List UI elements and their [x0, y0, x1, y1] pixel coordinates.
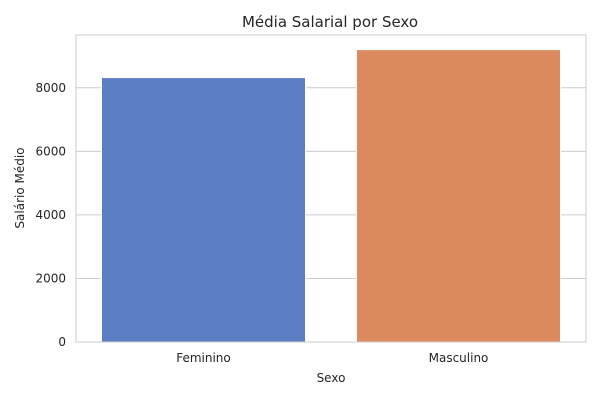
- y-tick-label: 6000: [35, 144, 66, 158]
- y-tick-label: 2000: [35, 271, 66, 285]
- y-tick-label: 8000: [35, 81, 66, 95]
- y-axis-ticks: 0 2000 4000 6000 8000: [35, 81, 66, 349]
- y-tick-label: 4000: [35, 208, 66, 222]
- x-tick-label: Feminino: [176, 351, 231, 365]
- bar-masculino: [356, 49, 561, 343]
- chart-title: Média Salarial por Sexo: [242, 13, 418, 31]
- y-axis-label: Salário Médio: [13, 147, 27, 228]
- bar-feminino: [101, 77, 306, 343]
- x-axis-label: Sexo: [317, 371, 346, 385]
- bars: [101, 49, 561, 343]
- x-tick-label: Masculino: [429, 351, 489, 365]
- y-tick-label: 0: [58, 335, 66, 349]
- x-axis-ticks: Feminino Masculino: [176, 351, 488, 365]
- plot-area-frame: [75, 34, 587, 343]
